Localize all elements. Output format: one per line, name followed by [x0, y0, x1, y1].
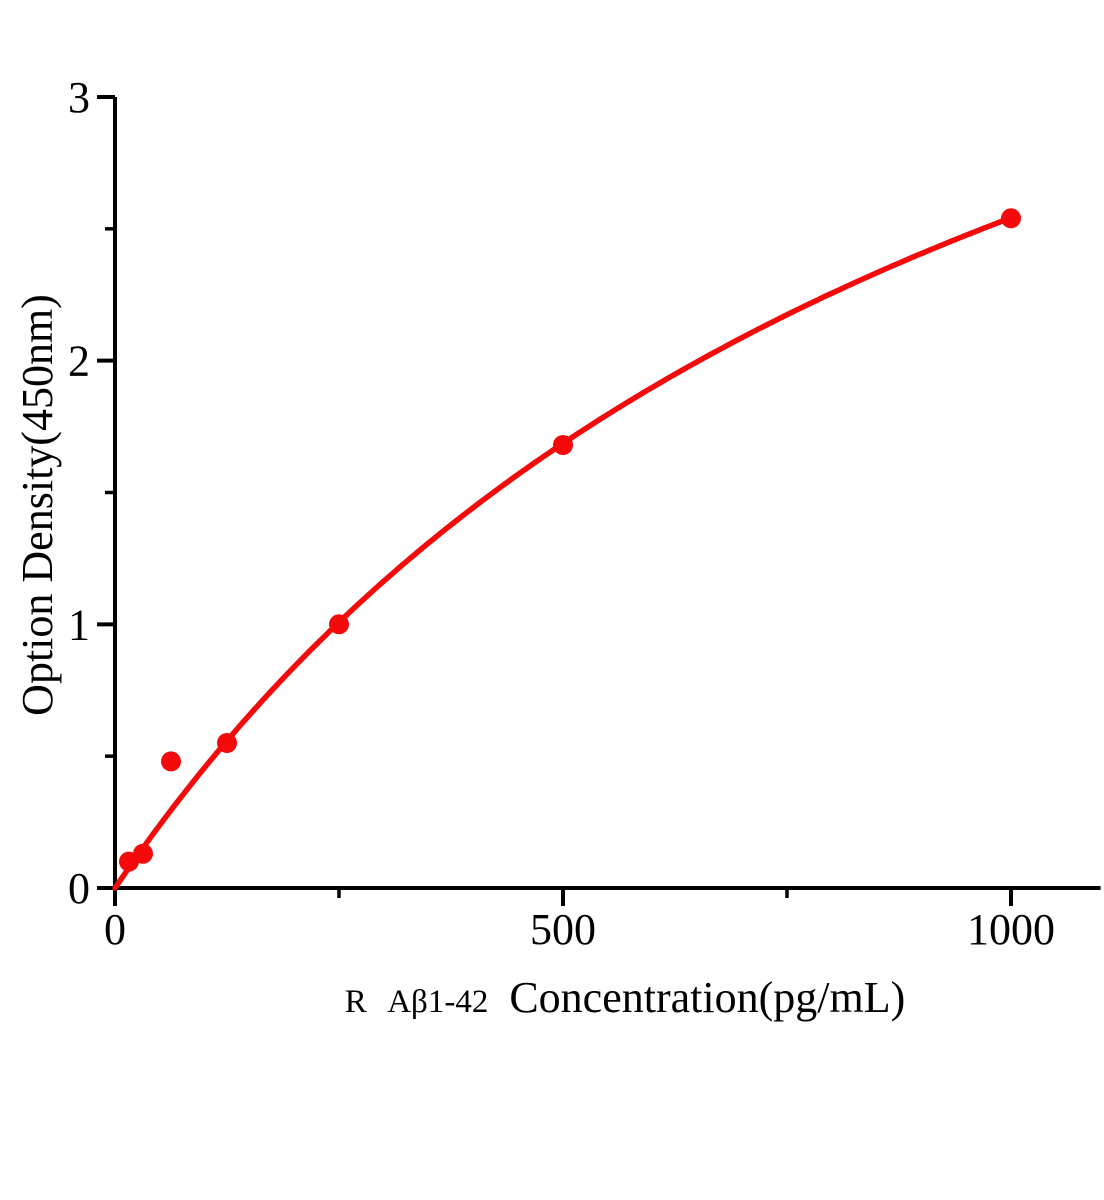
- x-tick-label-0: 0: [104, 905, 126, 954]
- y-tick-label-0: 0: [68, 864, 90, 913]
- y-tick-label-1: 1: [68, 600, 90, 649]
- x-axis-title-prefix: R Aβ1-42: [345, 984, 489, 1020]
- data-point-500: [553, 435, 573, 455]
- y-axis-title: Option Density(450nm): [13, 294, 62, 716]
- fit-curve: [112, 215, 1014, 891]
- axes: 0 500 1000 0 1 2 3: [68, 73, 1101, 954]
- x-tick-label-1000: 1000: [967, 905, 1055, 954]
- data-point-250: [329, 614, 349, 635]
- data-point-125: [217, 733, 237, 753]
- data-point-1000: [1001, 208, 1021, 229]
- data-point-62.5: [161, 751, 181, 772]
- y-tick-label-2: 2: [68, 337, 90, 386]
- data-series: [112, 208, 1021, 891]
- x-tick-label-500: 500: [530, 905, 596, 954]
- data-point-31.25: [133, 843, 153, 864]
- x-axis-title-main: Concentration(pg/mL): [509, 973, 905, 1022]
- x-axis-title: R Aβ1-42 Concentration(pg/mL): [345, 973, 905, 1022]
- y-tick-label-3: 3: [68, 73, 90, 122]
